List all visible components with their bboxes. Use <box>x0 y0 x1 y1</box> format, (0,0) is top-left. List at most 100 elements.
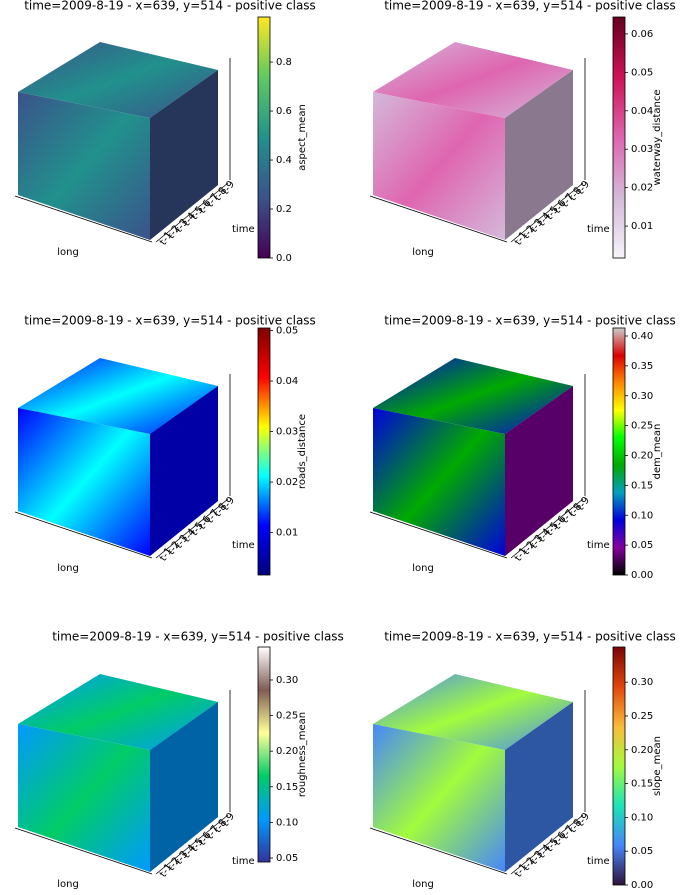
x-axis-label: long <box>412 247 434 258</box>
colorbar-tick-label: 0.05 <box>631 540 653 551</box>
x-axis-label: long <box>412 563 434 574</box>
colorbar-tick-label: 0.20 <box>631 451 653 462</box>
colorbar-label: roads_distance <box>297 414 308 489</box>
colorbar-tick-label: 0.05 <box>631 846 653 857</box>
colorbar-label: aspect_mean <box>297 104 308 171</box>
cube-top <box>373 674 573 750</box>
cube-side-shade <box>505 70 573 240</box>
x-axis-label: long <box>57 247 79 258</box>
panel: time=2009-8-19 - x=639, y=514 - positive… <box>369 0 676 259</box>
colorbar-tick-label: 0.25 <box>276 711 298 722</box>
cube-side <box>150 702 218 872</box>
colorbar-tick-label: 0.10 <box>631 510 653 521</box>
cube-side-shade <box>505 702 573 872</box>
colorbar-tick-label: 0.8 <box>276 57 292 68</box>
cube-side-shade <box>505 386 573 556</box>
colorbar-tick-label: 0.03 <box>276 427 298 438</box>
colorbar-tick-label: 0.06 <box>631 29 653 40</box>
x-axis <box>369 511 508 559</box>
colorbar-tick-label: 0.02 <box>276 477 298 488</box>
colorbar-tick-label: 0.05 <box>631 67 653 78</box>
cube-front <box>18 408 150 556</box>
y-axis <box>510 498 584 559</box>
colorbar-tick-label: 0.02 <box>631 183 653 194</box>
colorbar-tick-label: 0.01 <box>631 221 653 232</box>
colorbar <box>257 646 271 863</box>
cube-top <box>18 358 218 434</box>
colorbar-tick-label: 0.30 <box>631 677 653 688</box>
colorbar-tick-label: 0.0 <box>276 253 292 264</box>
colorbar <box>612 16 626 259</box>
y-axis <box>155 182 229 243</box>
colorbar-tick-label: 0.4 <box>276 155 292 166</box>
x-axis-label: long <box>412 879 434 890</box>
y-axis-label: time <box>587 856 610 867</box>
cube-front <box>373 92 505 240</box>
panel: time=2009-8-19 - x=639, y=514 - positive… <box>14 0 316 264</box>
chart-title: time=2009-8-19 - x=639, y=514 - positive… <box>384 0 676 13</box>
cube-side-shade <box>150 702 218 872</box>
colorbar-tick-label: 0.10 <box>276 817 298 828</box>
colorbar-tick-label: 0.01 <box>276 528 298 539</box>
cube-side-shade <box>150 70 218 240</box>
cube-side <box>505 386 573 556</box>
colorbar-tick-label: 0.40 <box>631 331 653 342</box>
colorbar <box>612 327 626 576</box>
chart-title: time=2009-8-19 - x=639, y=514 - positive… <box>52 630 344 644</box>
colorbar-tick-label: 0.10 <box>631 812 653 823</box>
cube-side <box>150 70 218 240</box>
panel: time=2009-8-19 - x=639, y=514 - positive… <box>14 630 344 890</box>
cube-front <box>373 724 505 872</box>
colorbar-tick-label: 0.30 <box>631 391 653 402</box>
colorbar-tick-label: 0.30 <box>276 675 298 686</box>
colorbar-label: slope_mean <box>652 736 663 796</box>
colorbar-tick-label: 0.15 <box>276 782 298 793</box>
colorbar <box>257 327 271 576</box>
colorbar <box>257 16 271 259</box>
panel: time=2009-8-19 - x=639, y=514 - positive… <box>14 314 316 576</box>
y-axis <box>155 498 229 559</box>
cube-side-shade <box>150 386 218 556</box>
chart-title: time=2009-8-19 - x=639, y=514 - positive… <box>24 314 316 328</box>
panel: time=2009-8-19 - x=639, y=514 - positive… <box>369 630 676 891</box>
x-axis <box>14 511 153 559</box>
colorbar-tick-label: 0.15 <box>631 779 653 790</box>
x-axis <box>369 827 508 875</box>
colorbar-tick-label: 0.25 <box>631 421 653 432</box>
cube-top <box>373 42 573 118</box>
y-axis <box>155 814 229 875</box>
colorbar-tick-label: 0.35 <box>631 361 653 372</box>
cube-front <box>18 92 150 240</box>
colorbar-tick-label: 0.20 <box>276 746 298 757</box>
chart-title: time=2009-8-19 - x=639, y=514 - positive… <box>384 314 676 328</box>
colorbar-tick-label: 0.6 <box>276 106 292 117</box>
colorbar-tick-label: 0.15 <box>631 480 653 491</box>
cube-front <box>373 408 505 556</box>
y-axis-label: time <box>232 224 255 235</box>
colorbar-label: dem_mean <box>652 424 663 480</box>
y-axis-label: time <box>587 540 610 551</box>
chart-title: time=2009-8-19 - x=639, y=514 - positive… <box>24 0 316 13</box>
x-axis <box>14 827 153 875</box>
colorbar-tick-label: 0.25 <box>631 711 653 722</box>
colorbar-tick-label: 0.03 <box>631 144 653 155</box>
y-axis <box>510 814 584 875</box>
colorbar-tick-label: 0.2 <box>276 204 292 215</box>
cube-top <box>18 42 218 118</box>
colorbar-tick-label: 0.20 <box>631 745 653 756</box>
colorbar-tick-label: 0.00 <box>631 570 653 581</box>
x-axis <box>14 195 153 243</box>
cube-top <box>373 358 573 434</box>
x-axis-label: long <box>57 563 79 574</box>
colorbar-tick-label: 0.04 <box>276 376 298 387</box>
cube-top <box>18 674 218 750</box>
colorbar-tick-label: 0.05 <box>276 326 298 337</box>
colorbar-tick-label: 0.00 <box>631 880 653 891</box>
y-axis-label: time <box>232 856 255 867</box>
colorbar-tick-label: 0.05 <box>276 853 298 864</box>
colorbar <box>612 646 626 886</box>
chart-title: time=2009-8-19 - x=639, y=514 - positive… <box>384 630 676 644</box>
y-axis-label: time <box>232 540 255 551</box>
colorbar-label: roughness_mean <box>297 712 308 797</box>
